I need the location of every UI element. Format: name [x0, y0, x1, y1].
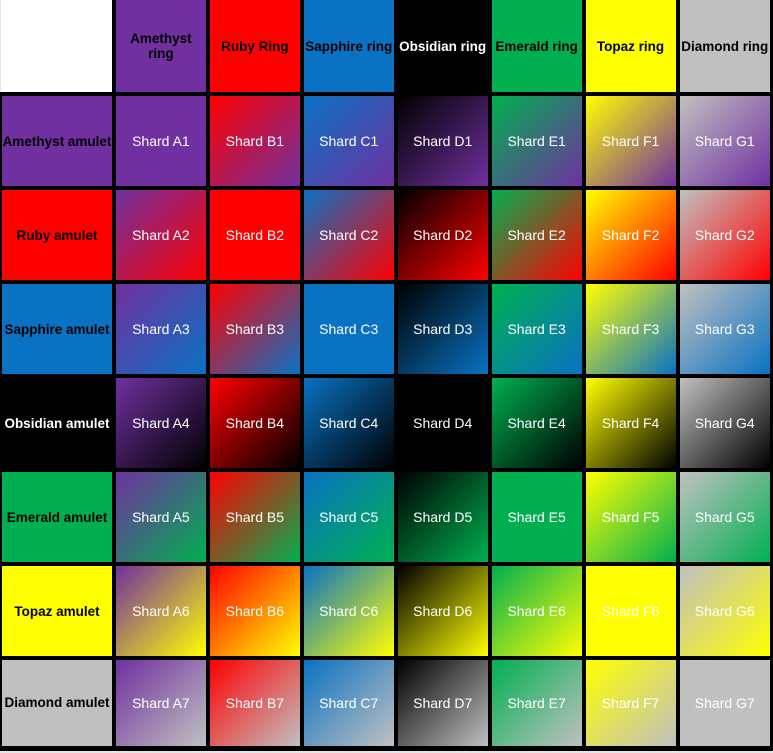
cell-shard-a2[interactable]: Shard A2 [111, 186, 210, 284]
row-header-emerald-amulet[interactable]: Emerald amulet [0, 468, 116, 566]
cell-shard-b4[interactable]: Shard B4 [205, 374, 304, 472]
cell-shard-e3[interactable]: Shard E3 [487, 280, 586, 378]
row-header-diamond-amulet[interactable]: Diamond amulet [0, 656, 116, 751]
cell-shard-d4[interactable]: Shard D4 [393, 374, 492, 472]
cell-shard-a5[interactable]: Shard A5 [111, 468, 210, 566]
cell-shard-c3[interactable]: Shard C3 [299, 280, 398, 378]
cell-shard-b7[interactable]: Shard B7 [205, 656, 304, 751]
cell-shard-e5[interactable]: Shard E5 [487, 468, 586, 566]
cell-shard-g7[interactable]: Shard G7 [675, 656, 773, 751]
cell-shard-d3[interactable]: Shard D3 [393, 280, 492, 378]
cell-shard-e6[interactable]: Shard E6 [487, 562, 586, 660]
cell-shard-f1[interactable]: Shard F1 [581, 92, 680, 190]
cell-shard-e2[interactable]: Shard E2 [487, 186, 586, 284]
cell-shard-c6[interactable]: Shard C6 [299, 562, 398, 660]
cell-shard-b2[interactable]: Shard B2 [205, 186, 304, 284]
cell-shard-c1[interactable]: Shard C1 [299, 92, 398, 190]
cell-shard-f3[interactable]: Shard F3 [581, 280, 680, 378]
table-row: Amethyst amulet Shard A1 Shard B1 Shard C1 S… [0, 92, 773, 190]
table-row: Sapphire amulet Shard A3 Shard B3 Shard C3 S… [0, 280, 773, 378]
table-row: Obsidian amulet Shard A4 Shard B4 Shard C4 S… [0, 374, 773, 472]
row-header-ruby-amulet[interactable]: Ruby amulet [0, 186, 116, 284]
cell-shard-d6[interactable]: Shard D6 [393, 562, 492, 660]
table-row: Diamond amulet Shard A7 Shard B7 Shard C7 Sh… [0, 656, 773, 751]
cell-shard-f6[interactable]: Shard F6 [581, 562, 680, 660]
row-header-obsidian-amulet[interactable]: Obsidian amulet [0, 374, 116, 472]
cell-shard-c4[interactable]: Shard C4 [299, 374, 398, 472]
row-header-topaz-amulet[interactable]: Topaz amulet [0, 562, 116, 660]
table-row: Ruby amulet Shard A2 Shard B2 Shard C2 Shard… [0, 186, 773, 284]
cell-shard-a1[interactable]: Shard A1 [111, 92, 210, 190]
cell-shard-c5[interactable]: Shard C5 [299, 468, 398, 566]
cell-shard-f7[interactable]: Shard F7 [581, 656, 680, 751]
cell-shard-e1[interactable]: Shard E1 [487, 92, 586, 190]
cell-shard-b6[interactable]: Shard B6 [205, 562, 304, 660]
cell-shard-b3[interactable]: Shard B3 [205, 280, 304, 378]
cell-shard-b1[interactable]: Shard B1 [205, 92, 304, 190]
table-row: Amethyst ring Ruby Ring Sapphire ring Obsid… [1, 0, 773, 96]
column-header-diamond-ring[interactable]: Diamond ring [675, 0, 773, 96]
cell-shard-f5[interactable]: Shard F5 [581, 468, 680, 566]
row-header-sapphire-amulet[interactable]: Sapphire amulet [0, 280, 116, 378]
corner-cell[interactable] [1, 0, 116, 96]
cell-shard-c2[interactable]: Shard C2 [299, 186, 398, 284]
column-header-topaz-ring[interactable]: Topaz ring [581, 0, 680, 96]
cell-shard-d7[interactable]: Shard D7 [393, 656, 492, 751]
cell-shard-b5[interactable]: Shard B5 [205, 468, 304, 566]
cell-shard-d5[interactable]: Shard D5 [393, 468, 492, 566]
cell-shard-a4[interactable]: Shard A4 [111, 374, 210, 472]
cell-shard-d2[interactable]: Shard D2 [393, 186, 492, 284]
cell-shard-c7[interactable]: Shard C7 [299, 656, 398, 751]
column-header-emerald-ring[interactable]: Emerald ring [487, 0, 586, 96]
cell-shard-f2[interactable]: Shard F2 [581, 186, 680, 284]
cell-shard-g3[interactable]: Shard G3 [675, 280, 773, 378]
cell-shard-e4[interactable]: Shard E4 [487, 374, 586, 472]
cell-shard-g4[interactable]: Shard G4 [675, 374, 773, 472]
cell-shard-a7[interactable]: Shard A7 [111, 656, 210, 751]
cell-shard-e7[interactable]: Shard E7 [487, 656, 586, 751]
column-header-amethyst-ring[interactable]: Amethyst ring [111, 0, 210, 96]
cell-shard-g6[interactable]: Shard G6 [675, 562, 773, 660]
cell-shard-g1[interactable]: Shard G1 [675, 92, 773, 190]
column-header-obsidian-ring[interactable]: Obsidian ring [393, 0, 492, 96]
cell-shard-f4[interactable]: Shard F4 [581, 374, 680, 472]
cell-shard-g2[interactable]: Shard G2 [675, 186, 773, 284]
table-row: Topaz amulet Shard A6 Shard B6 Shard C6 Shar… [0, 562, 773, 660]
column-header-ruby-ring[interactable]: Ruby Ring [205, 0, 304, 96]
cell-shard-a6[interactable]: Shard A6 [111, 562, 210, 660]
table-row: Emerald amulet Shard A5 Shard B5 Shard C5 Sh… [0, 468, 773, 566]
cell-shard-d1[interactable]: Shard D1 [393, 92, 492, 190]
column-header-sapphire-ring[interactable]: Sapphire ring [299, 0, 398, 96]
cell-shard-g5[interactable]: Shard G5 [675, 468, 773, 566]
row-header-amethyst-amulet[interactable]: Amethyst amulet [0, 92, 116, 190]
cell-shard-a3[interactable]: Shard A3 [111, 280, 210, 378]
